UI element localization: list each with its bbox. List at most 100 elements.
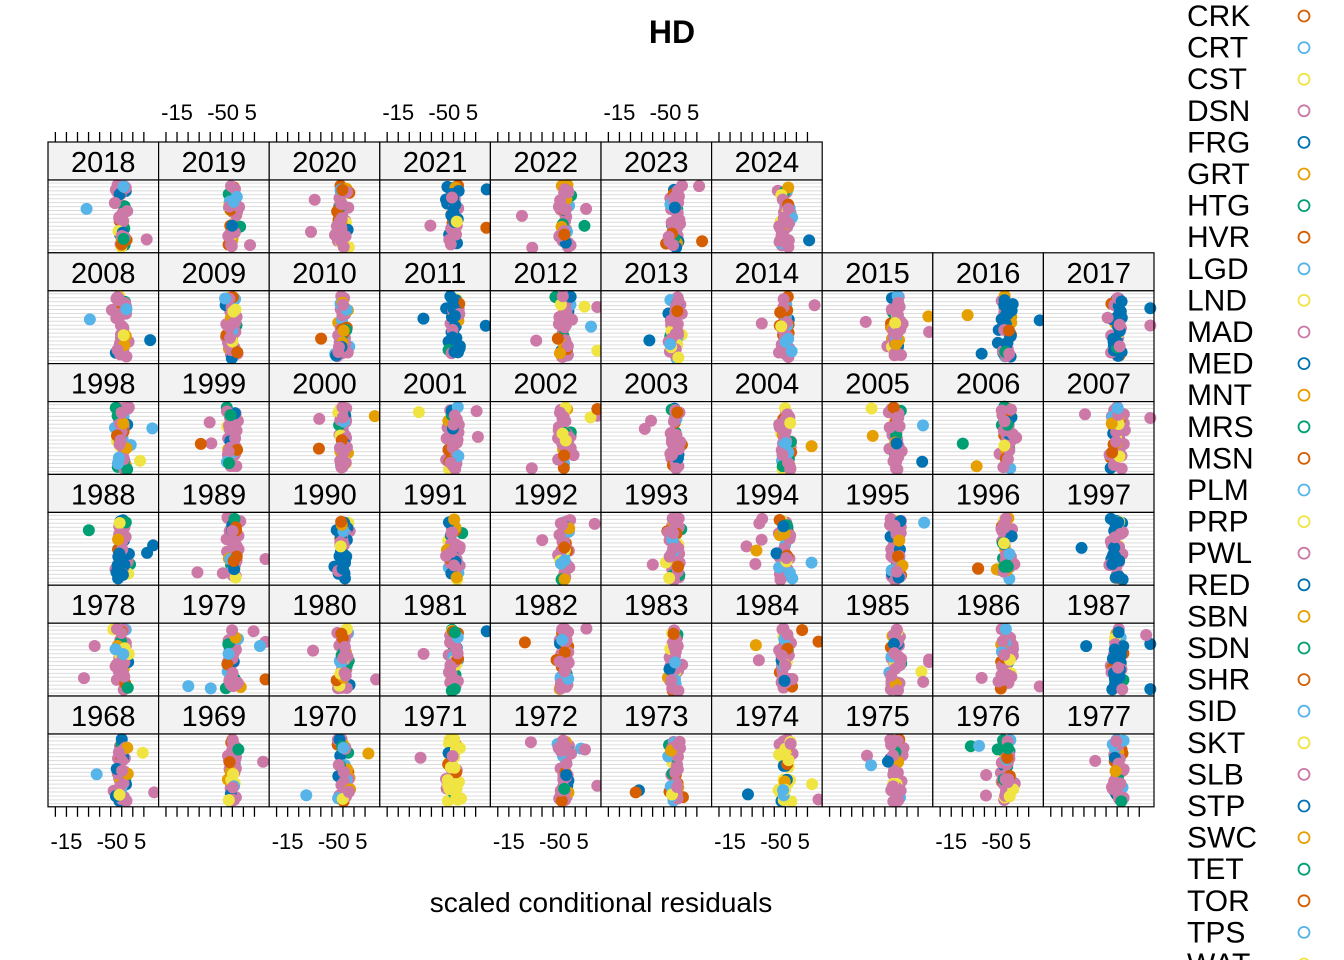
residual-point [259,673,272,686]
residual-point [148,786,161,799]
legend-item-tps: TPS [1187,916,1311,949]
residual-point [113,788,126,801]
residual-point [1003,790,1016,803]
legend-label: PLM [1187,474,1249,507]
panel-area [269,623,380,696]
residual-point [667,527,680,540]
residual-point [784,737,797,750]
panel-strip-label: 2017 [1066,258,1131,290]
residual-point [669,656,682,669]
residual-point [999,512,1012,525]
residual-point [227,305,240,318]
residual-point [1089,754,1102,767]
panel-area [158,734,270,807]
panel-1997: 1997 [1042,473,1155,586]
legend-marker [1297,230,1311,244]
residual-point [113,517,126,530]
legend: CRKCRTCSTDSNFRGGRTHTGHVRLGDLNDMADMEDMNTM… [1187,0,1311,960]
panel-2000: 2000 [268,363,381,476]
panel-2024: 2024 [710,141,823,254]
residual-point [998,439,1011,452]
panel-1973: 1973 [600,695,713,808]
residual-point [231,346,244,359]
residual-point [558,665,571,678]
residual-point [796,624,809,637]
panel-strip-label: 1991 [403,479,468,511]
residual-point [480,221,493,234]
residual-point [111,291,124,304]
panel-1991: 1991 [379,473,491,586]
residual-point [585,320,598,333]
residual-point [806,778,819,791]
residual-point [812,793,825,806]
panel-2020: 2020 [268,141,381,254]
residual-point [136,746,149,759]
residual-point [226,624,239,637]
panel-1974: 1974 [710,695,825,808]
residual-point [335,212,348,225]
residual-point [1112,516,1125,529]
legend-item-pwl: PWL [1187,537,1311,570]
legend-label: DSN [1187,95,1250,128]
panel-strip [268,584,381,624]
legend-item-lgd: LGD [1187,253,1311,286]
residual-point [777,784,790,797]
residual-point [740,540,753,553]
panel-area [822,734,933,807]
panel-strip-label: 2002 [513,369,578,401]
residual-point [141,546,154,559]
residual-point [782,202,795,215]
residual-point [470,405,483,418]
residual-point [881,755,894,768]
panel-strip-label: 2018 [71,147,136,179]
legend-label: PRP [1187,506,1249,539]
legend-label: FRG [1187,126,1250,159]
residual-point [1111,571,1124,584]
panel-strip-label: 2013 [624,258,689,290]
panel-area [379,290,491,364]
residual-point [775,649,788,662]
residual-point [244,239,257,252]
panel-1981: 1981 [379,584,493,697]
residual-point [117,180,130,193]
panel-area [158,512,270,586]
x-tick-label: 5 [134,829,146,854]
panel-strip-label: 1993 [624,479,689,511]
legend-item-med: MED [1187,348,1311,381]
residual-point [553,310,566,323]
residual-point [114,434,127,447]
panel-strip-label: 1996 [956,479,1021,511]
x-axis-col-3: -15 -50 5 [382,100,478,142]
residual-point [1112,626,1125,639]
legend-label: SKT [1187,727,1245,760]
residual-point [444,761,457,774]
panel-strip [821,363,934,403]
panel-area [490,401,601,475]
legend-label: CST [1187,63,1247,96]
legend-item-sbn: SBN [1187,600,1311,633]
residual-point [450,792,463,805]
panel-1989: 1989 [158,473,272,586]
residual-point [226,219,239,232]
residual-point [337,741,350,754]
residual-point [121,463,134,476]
panel-1972: 1972 [489,695,604,808]
legend-label: MED [1187,348,1254,381]
panel-strip-label: 1999 [182,369,247,401]
panel-strip [600,695,713,735]
panel-2016: 2016 [932,252,1046,365]
legend-marker [1297,515,1311,528]
x-tick-label: -50 [97,829,129,854]
residual-point [1080,640,1093,653]
panel-strip-label: 2004 [735,369,800,401]
residual-point [232,743,245,756]
panel-area [711,401,823,475]
panel-strip [489,363,602,403]
residual-point [560,757,573,770]
residual-point [1108,541,1121,554]
residual-point [672,560,685,573]
legend-label: TPS [1187,916,1245,949]
residual-point [448,559,461,572]
residual-point [336,562,349,575]
panel-strip-label: 2023 [624,147,689,179]
